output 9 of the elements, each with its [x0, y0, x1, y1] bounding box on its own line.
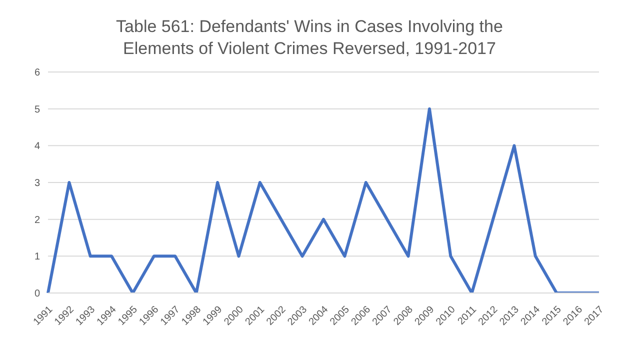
y-tick-label: 1 [34, 252, 40, 263]
y-tick-label: 0 [34, 288, 40, 300]
y-tick-label: 3 [34, 178, 40, 190]
line-series [46, 107, 600, 293]
y-tick-label: 2 [34, 214, 40, 226]
y-tick-label: 6 [34, 68, 40, 79]
y-tick-label: 4 [34, 141, 40, 152]
y-tick-label: 5 [34, 104, 40, 116]
chart-title: Table 561: Defendants' Wins in Cases Involving the Elements of Violent Crimes Reversed, 1991-2017 [115, 16, 504, 60]
